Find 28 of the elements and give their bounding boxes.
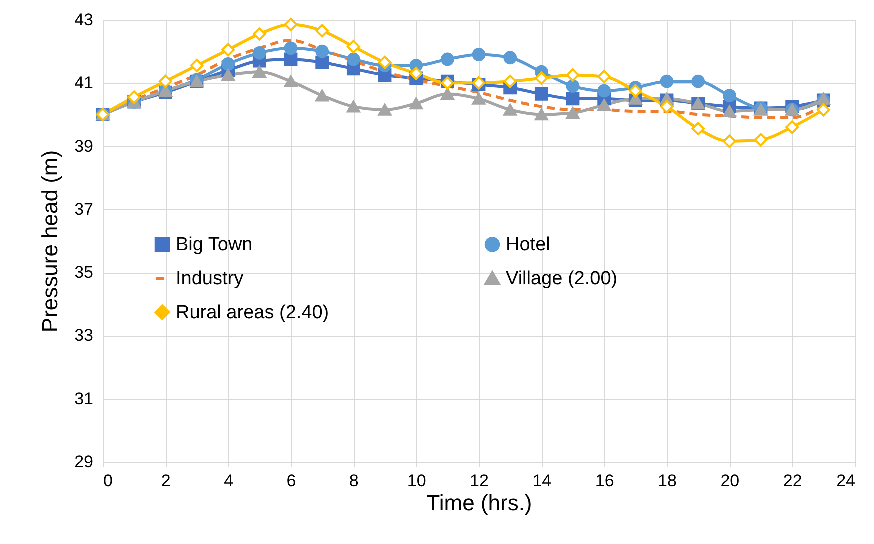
y-tick-label: 33 xyxy=(74,326,94,346)
legend-label: Big Town xyxy=(176,234,253,256)
y-tick-label: 35 xyxy=(74,263,94,282)
x-axis-title: Time (hrs.) xyxy=(426,490,532,516)
y-tick-label: 31 xyxy=(74,389,94,408)
x-tick-label: 12 xyxy=(470,472,489,490)
x-tick-label: 24 xyxy=(836,472,856,490)
x-tick-label: 6 xyxy=(286,472,296,490)
x-tick-label: 10 xyxy=(407,472,426,490)
legend-label: Rural areas (2.40) xyxy=(176,302,330,324)
x-tick-label: 16 xyxy=(595,472,614,490)
x-tick-label: 14 xyxy=(532,472,552,490)
x-tick-label: 22 xyxy=(783,472,802,490)
x-tick-label: 2 xyxy=(161,472,171,490)
y-tick-label: 37 xyxy=(74,200,94,219)
legend-label: Industry xyxy=(176,268,244,290)
x-tick-label: 18 xyxy=(658,472,677,490)
y-tick-label: 43 xyxy=(74,10,94,30)
legend-label: Village (2.00) xyxy=(506,268,618,290)
x-tick-label: 8 xyxy=(349,472,359,490)
y-tick-label: 39 xyxy=(74,136,94,156)
y-axis-title: Pressure head (m) xyxy=(38,150,63,333)
legend-label: Hotel xyxy=(506,234,550,256)
y-tick-label: 41 xyxy=(74,74,94,93)
x-tick-label: 20 xyxy=(720,472,740,490)
x-tick-label: 4 xyxy=(224,472,234,490)
x-tick-label: 0 xyxy=(104,472,113,490)
y-tick-label: 29 xyxy=(74,452,94,472)
